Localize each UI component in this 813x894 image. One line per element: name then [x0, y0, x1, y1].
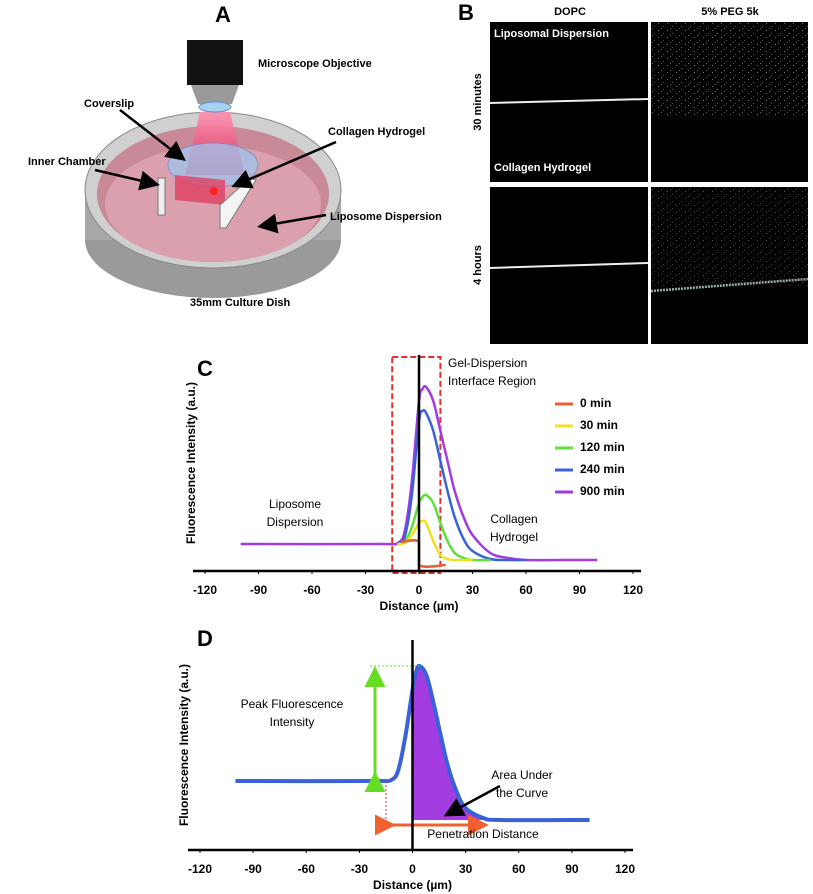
x-tick-label: 90 — [565, 862, 579, 876]
x-tick-label: -60 — [303, 583, 321, 597]
legend-label: 900 min — [580, 484, 625, 498]
objective-lens — [198, 101, 232, 113]
label: Coverslip — [84, 98, 134, 110]
label: 35mm Culture Dish — [190, 297, 291, 309]
area-fill — [412, 665, 590, 821]
overlay-label: Liposomal Dispersion — [494, 28, 609, 40]
row-label: 30 minutes — [472, 73, 484, 130]
x-tick-label: 60 — [519, 583, 533, 597]
column-header: 5% PEG 5k — [701, 6, 759, 18]
x-tick-label: -90 — [250, 583, 268, 597]
y-axis-label: Fluorescence Intensity (a.u.) — [184, 382, 198, 544]
x-tick-label: 120 — [615, 862, 635, 876]
x-tick-label: 120 — [623, 583, 643, 597]
label: Microscope Objective — [258, 58, 372, 70]
chamber-wall — [157, 177, 166, 216]
legend-label: 240 min — [580, 462, 625, 476]
label: Inner Chamber — [28, 156, 106, 168]
panel-letter: B — [458, 0, 474, 25]
legend-label: 30 min — [580, 418, 618, 432]
label: Collagen Hydrogel — [328, 126, 425, 138]
arrow — [119, 109, 186, 162]
x-tick-label: 90 — [573, 583, 587, 597]
annotation: Interface Region — [448, 374, 536, 388]
x-tick-label: -30 — [357, 583, 375, 597]
panel-letter: D — [197, 626, 213, 651]
series-line — [240, 384, 598, 562]
hydrogel — [175, 175, 225, 205]
series-line — [397, 493, 491, 562]
focus-spot — [210, 187, 218, 195]
arrow — [231, 140, 337, 189]
speckle — [651, 22, 808, 117]
x-axis-label: Distance (µm) — [380, 599, 459, 613]
series-line — [235, 663, 590, 823]
interface-line — [489, 262, 649, 269]
y-axis-label: Fluorescence Intensity (a.u.) — [177, 664, 191, 826]
objective-body — [187, 40, 243, 85]
x-tick-label: 60 — [512, 862, 526, 876]
panel-b: B DOPC 5% PEG 5k 30 minutes 4 hours Lipo… — [458, 0, 809, 344]
annotation: Area Under — [491, 768, 552, 782]
panel-letter: C — [197, 356, 213, 381]
arrow — [257, 213, 327, 234]
annotation: Liposome — [269, 497, 321, 511]
x-tick-label: -120 — [193, 583, 217, 597]
annotation: the Curve — [496, 786, 548, 800]
x-tick-label: -90 — [244, 862, 262, 876]
annotation: Gel-Dispersion — [448, 356, 527, 370]
legend-label: 120 min — [580, 440, 625, 454]
x-tick-label: -30 — [351, 862, 369, 876]
annotation: Collagen — [490, 512, 537, 526]
chart-panel: C -120 -90 -60 -30 0 30 60 90 120 Distance (µm) Flu… — [184, 355, 643, 613]
column-header: DOPC — [554, 6, 586, 18]
row-label: 4 hours — [472, 245, 484, 285]
arrow — [94, 168, 160, 191]
x-tick-label: 30 — [459, 862, 473, 876]
interface-line — [650, 277, 809, 293]
panel-letter: A — [215, 2, 231, 27]
x-tick-label: -60 — [298, 862, 316, 876]
series-line — [396, 408, 527, 562]
series-line — [397, 519, 473, 562]
annotation: Penetration Distance — [427, 827, 539, 841]
charts: C -120 -90 -60 -30 0 30 60 90 120 Distance (µm) Flu… — [177, 355, 643, 892]
x-tick-label: 30 — [466, 583, 480, 597]
annotation: Peak Fluorescence — [241, 697, 344, 711]
annotation: Intensity — [270, 715, 315, 729]
speckle — [651, 187, 808, 287]
x-tick-label: -120 — [188, 862, 212, 876]
legend-label: 0 min — [580, 396, 611, 410]
x-tick-label: 0 — [409, 862, 416, 876]
label: Liposome Dispersion — [330, 211, 442, 223]
annotation: Hydrogel — [490, 530, 538, 544]
interface-line — [489, 98, 649, 104]
objective-cone — [191, 85, 239, 104]
annotation: Dispersion — [267, 515, 324, 529]
chart-panel: D -120 -90 -60 -30 0 30 60 90 120 Distance (µm) Flu… — [177, 626, 635, 892]
overlay-label: Collagen Hydrogel — [494, 162, 591, 174]
x-tick-label: 0 — [416, 583, 423, 597]
panel-a: A Microscope Objective Coverslip Collage… — [28, 2, 442, 309]
area-arrow — [443, 784, 501, 817]
x-axis-label: Distance (µm) — [373, 878, 452, 892]
